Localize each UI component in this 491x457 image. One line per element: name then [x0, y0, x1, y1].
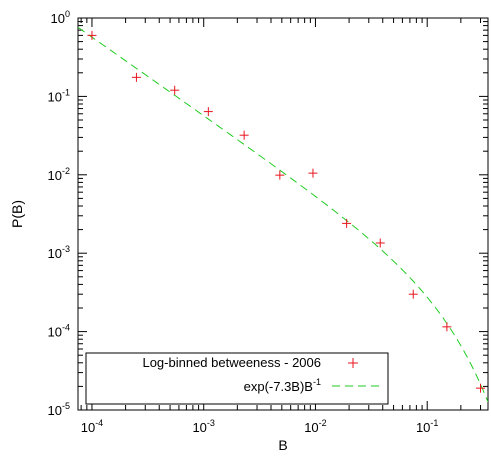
y-tick-label-base: 10 [48, 246, 62, 261]
y-tick-label: 10-2 [48, 166, 70, 183]
scatter-point [442, 322, 452, 332]
scatter-point [170, 85, 180, 95]
legend-label-fit-main: exp(-7.3B)B [244, 379, 313, 394]
x-tick-label-base: 10 [81, 420, 95, 435]
scatter-point [408, 289, 418, 299]
x-tick-label-exp: -2 [319, 418, 327, 428]
fit-line-series [78, 26, 488, 403]
y-tick-label-base: 10 [48, 168, 62, 183]
legend-label-fit: exp(-7.3B)B-1 [244, 377, 321, 394]
x-tick-label: 10-1 [416, 418, 438, 435]
scatter-point [342, 218, 352, 228]
x-tick-label-exp: -4 [95, 418, 103, 428]
y-tick-label: 10-4 [48, 323, 70, 340]
legend-label-scatter: Log-binned betweeness - 2006 [142, 355, 321, 370]
scatter-point [308, 168, 318, 178]
legend-box [85, 352, 389, 405]
plot-frame [77, 17, 489, 411]
y-tick-label-exp: -5 [62, 401, 70, 411]
y-tick-label-base: 10 [48, 89, 62, 104]
x-tick-label-base: 10 [192, 420, 206, 435]
x-axis: 10-4 10-3 10-2 10-1 [80, 18, 482, 435]
scatter-series [87, 30, 486, 393]
y-tick-label-exp: -1 [62, 87, 70, 97]
y-tick-label: 100 [51, 9, 70, 26]
fit-line [78, 26, 488, 403]
scatter-point [375, 238, 385, 248]
y-tick-label-base: 10 [51, 11, 65, 26]
y-tick-label: 10-1 [48, 87, 70, 104]
scatter-point [275, 170, 285, 180]
scatter-point [239, 130, 249, 140]
x-tick-label-base: 10 [304, 420, 318, 435]
scatter-point [476, 383, 486, 393]
plot-area [77, 17, 489, 411]
x-tick-label-exp: -1 [430, 418, 438, 428]
y-axis-label: P(B) [9, 200, 25, 228]
y-tick-label-base: 10 [48, 325, 62, 340]
y-tick-label-exp: -2 [62, 166, 70, 176]
x-tick-label: 10-2 [304, 418, 326, 435]
x-axis-label: B [278, 437, 287, 453]
x-tick-label-exp: -3 [207, 418, 215, 428]
x-tick-label: 10-3 [192, 418, 214, 435]
scatter-point [203, 107, 213, 117]
y-tick-label-exp: -3 [62, 244, 70, 254]
y-tick-label: 10-3 [48, 244, 70, 261]
x-tick-label: 10-4 [81, 418, 103, 435]
y-tick-label-exp: -4 [62, 323, 70, 333]
y-tick-label-exp: 0 [65, 9, 70, 19]
x-tick-label-base: 10 [416, 420, 430, 435]
scatter-point [87, 30, 97, 40]
legend: Log-binned betweeness - 2006 exp(-7.3B)B… [85, 352, 389, 405]
scatter-point [131, 72, 141, 82]
y-tick-label: 10-5 [48, 401, 70, 418]
y-tick-label-base: 10 [48, 403, 62, 418]
legend-marker-scatter [348, 358, 358, 368]
legend-label-fit-sup: -1 [313, 377, 321, 387]
